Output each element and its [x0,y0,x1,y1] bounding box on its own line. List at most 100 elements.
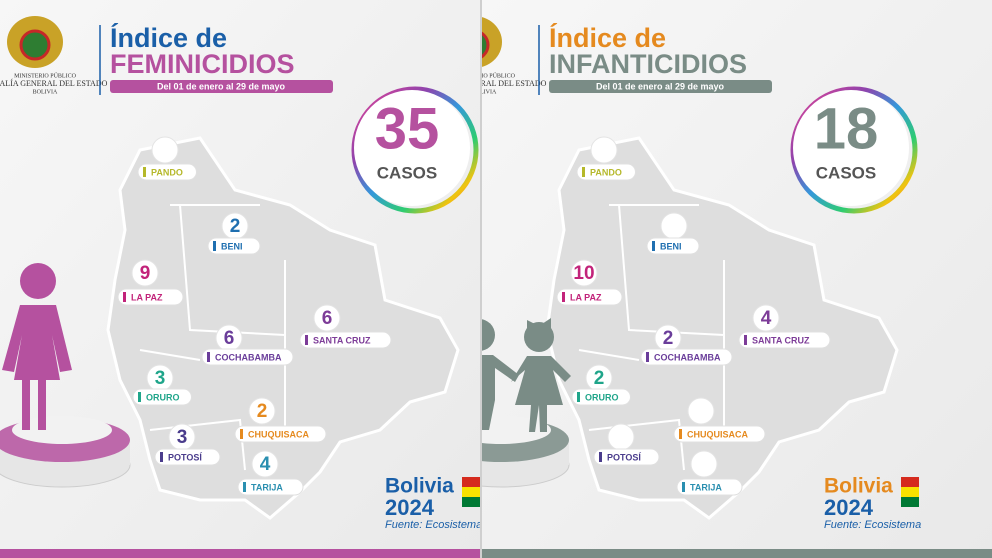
dept-pill [154,448,221,466]
count-bubble [251,450,279,478]
count-bubble [607,423,635,451]
count: 2 [230,216,241,237]
dept-name: CHUQUISACA [248,429,310,439]
bottom-stripe [0,549,480,558]
ministry-text: FISCALÍA GENERAL DEL ESTADO [422,78,547,88]
dept-icon [123,292,126,302]
figure-head [20,263,56,299]
count-bubble [752,304,780,332]
dept-name: TARIJA [251,482,283,492]
ministry-text: MINISTERIO PÚBLICO [453,71,516,79]
dept-icon [582,167,585,177]
dept-icon [138,392,141,402]
dept-icon [240,429,243,439]
map [545,136,899,520]
dept-pill [556,288,623,306]
dept-pill [117,288,184,306]
dept-pill [673,425,766,443]
dept-icon [160,452,163,462]
map [106,136,460,520]
total-ring [351,86,479,214]
bottom-stripe [482,549,992,558]
dept-name: ORURO [146,392,180,402]
figure-body [2,305,72,430]
dept-icon [213,241,216,251]
count: 2 [663,328,674,349]
brand: Bolivia [385,475,454,498]
dept-pill [593,448,660,466]
dept-pill [676,478,743,496]
figure-bow [527,318,551,332]
dept-icon [562,292,565,302]
emblem-center [482,31,490,59]
count: 3 [155,368,166,389]
dept-name: SANTA CRUZ [752,335,810,345]
dept-pill [646,237,700,255]
count-bubble [313,304,341,332]
count: 3 [177,427,188,448]
dept-pill [640,348,733,366]
title-line1: Índice de [110,22,227,53]
count-bubble [687,397,715,425]
dept-pill [237,478,304,496]
total-label: CASOS [377,163,437,182]
total: 18 [814,96,879,161]
dept-icon [305,335,308,345]
dept-name: SANTA CRUZ [313,335,371,345]
count-bubble [570,259,598,287]
dept-icon [682,482,685,492]
dept-pill [738,331,831,349]
count-bubble [131,259,159,287]
dept-icon [243,482,246,492]
title-line2: FEMINICIDIOS [110,49,295,79]
ministry-text: BOLIVIA [472,89,497,95]
date-bar [110,80,333,93]
dept-icon [646,352,649,362]
emblem [482,17,502,67]
dept-icon [207,352,210,362]
total-ring [790,86,918,214]
count-bubble [590,136,618,164]
date-range: Del 01 de enero al 29 de mayo [596,81,725,91]
dept-name: LA PAZ [131,292,163,302]
dept-icon [652,241,655,251]
count-bubble [660,212,688,240]
count: 6 [322,308,333,329]
dept-name: ORURO [585,392,619,402]
count: 6 [224,328,235,349]
title-line1: Índice de [549,22,666,53]
panel-divider [480,0,482,558]
dept-name: POTOSÍ [168,452,202,462]
total: 35 [375,96,440,161]
date-range: Del 01 de enero al 29 de mayo [157,81,286,91]
dept-name: TARIJA [690,482,722,492]
dept-pill [207,237,261,255]
dept-icon [577,392,580,402]
count: 2 [257,401,268,422]
count: 2 [594,368,605,389]
figure-head [482,319,495,351]
dept-pill [201,348,294,366]
flag-green [462,497,480,507]
dept-name: COCHABAMBA [215,352,282,362]
pedestal-inner [12,416,112,444]
source: Fuente: Ecosistema [824,519,921,531]
ministry-text: FISCALÍA GENERAL DEL ESTADO [0,78,108,88]
year: 2024 [385,495,435,520]
count: 4 [260,454,271,475]
count-bubble [690,450,718,478]
total-circle [354,90,470,206]
total-circle [793,90,909,206]
dept-pill [234,425,327,443]
dept-pill [132,388,192,406]
year: 2024 [824,495,874,520]
emblem-center [19,29,51,61]
dept-name: PANDO [151,167,183,177]
dept-icon [744,335,747,345]
dept-pill [299,331,392,349]
ministry-text: BOLIVIA [33,89,58,95]
dept-name: LA PAZ [570,292,602,302]
